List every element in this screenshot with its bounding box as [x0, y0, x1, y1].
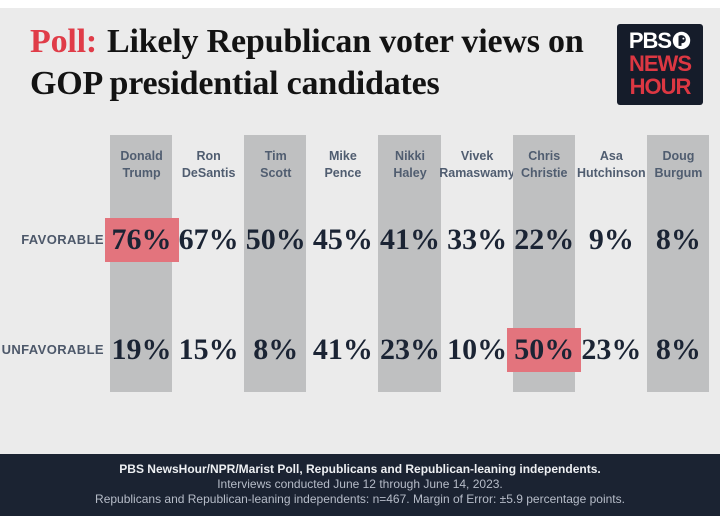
candidate-column: Mike Pence 45% 41%: [309, 135, 376, 392]
candidate-name: Chris Christie: [499, 148, 590, 182]
favorable-percent: 8%: [655, 223, 701, 256]
favorable-value: 33%: [436, 218, 519, 262]
candidate-column: Nikki Haley 41% 23%: [376, 135, 443, 392]
column-shade: [646, 135, 709, 392]
footer-line-3: Republicans and Republican-leaning indep…: [95, 492, 625, 506]
candidate-last-name: Pence: [324, 166, 362, 180]
page-title: Poll: Likely Republican voter views on GO…: [30, 21, 605, 105]
unfavorable-percent: 10%: [447, 333, 508, 366]
logo-pbs-text: PBS: [628, 28, 672, 53]
favorable-value: 9%: [570, 218, 653, 262]
logo-row-pbs: PBS: [617, 29, 703, 52]
candidate-name: Ron DeSantis: [163, 148, 254, 182]
unfavorable-value: 23%: [368, 328, 451, 372]
candidate-last-name: Ramaswamy: [439, 166, 515, 180]
pbs-newshour-logo: PBS NEWS HOUR: [617, 24, 703, 105]
unfavorable-percent: 19%: [111, 333, 172, 366]
favorable-percent: 41%: [379, 223, 440, 256]
unfavorable-percent: 50%: [507, 328, 582, 372]
candidate-first-name: Doug: [662, 149, 695, 163]
source-footer: PBS NewsHour/NPR/Marist Poll, Republican…: [0, 454, 720, 516]
candidate-name: Nikki Haley: [364, 148, 455, 182]
pbs-head-icon: [672, 31, 691, 50]
unfavorable-value: 41%: [301, 328, 384, 372]
favorable-value: 8%: [637, 218, 720, 262]
unfavorable-percent: 8%: [253, 333, 299, 366]
candidate-name: Donald Trump: [96, 148, 187, 182]
unfavorable-value: 8%: [234, 328, 317, 372]
top-border-strip: [0, 0, 720, 8]
candidate-last-name: Christie: [520, 166, 568, 180]
title-text: Likely Republican voter views on GOP pre…: [30, 23, 584, 102]
unfavorable-percent: 41%: [312, 333, 373, 366]
unfavorable-percent: 15%: [178, 333, 239, 366]
favorable-percent: 76%: [104, 218, 179, 262]
title-prefix: Poll:: [30, 23, 97, 60]
candidate-column: Asa Hutchinson 9% 23%: [577, 135, 646, 392]
candidate-first-name: Ron: [196, 149, 221, 163]
favorable-percent: 33%: [447, 223, 508, 256]
candidate-column: Doug Burgum 8% 8%: [645, 135, 712, 392]
candidate-first-name: Asa: [599, 149, 623, 163]
column-shade: [378, 135, 441, 392]
favorable-percent: 67%: [178, 223, 239, 256]
unfavorable-value: 8%: [637, 328, 720, 372]
candidate-last-name: Scott: [260, 166, 292, 180]
candidate-column: Vivek Ramaswamy 33% 10%: [439, 135, 515, 392]
footer-line-1: PBS NewsHour/NPR/Marist Poll, Republican…: [119, 462, 601, 476]
candidate-first-name: Nikki: [395, 149, 425, 163]
candidate-first-name: Chris: [528, 149, 561, 163]
candidate-last-name: Burgum: [654, 166, 703, 180]
candidate-name: Asa Hutchinson: [566, 148, 657, 182]
favorable-percent: 45%: [312, 223, 373, 256]
favorable-percent: 50%: [245, 223, 306, 256]
candidate-columns: Donald Trump 76% 19% Ron DeSantis 67% 15% Tim Sco…: [104, 135, 712, 392]
unfavorable-value: 23%: [570, 328, 653, 372]
favorable-value: 22%: [503, 218, 586, 262]
logo-news-text: NEWS: [629, 51, 692, 76]
candidate-name: Vivek Ramaswamy: [432, 148, 523, 182]
candidate-name: Doug Burgum: [633, 148, 720, 182]
footer-line-2: Interviews conducted June 12 through Jun…: [217, 477, 503, 491]
unfavorable-percent: 8%: [655, 333, 701, 366]
candidate-last-name: Trump: [122, 166, 161, 180]
candidate-column: Ron DeSantis 67% 15%: [175, 135, 242, 392]
unfavorable-value: 19%: [100, 328, 183, 372]
favorable-value: 41%: [368, 218, 451, 262]
unfavorable-value: 15%: [167, 328, 250, 372]
favorable-value: 76%: [100, 218, 183, 262]
row-label-favorable: FAVORABLE: [21, 232, 104, 247]
unfavorable-percent: 23%: [581, 333, 642, 366]
favorable-value: 50%: [234, 218, 317, 262]
candidate-first-name: Tim: [264, 149, 287, 163]
candidate-last-name: DeSantis: [181, 166, 236, 180]
candidate-first-name: Mike: [328, 149, 357, 163]
favorable-value: 67%: [167, 218, 250, 262]
column-shade: [110, 135, 173, 392]
favorable-value: 45%: [301, 218, 384, 262]
candidate-name: Tim Scott: [230, 148, 321, 182]
candidate-column: Tim Scott 50% 8%: [242, 135, 309, 392]
logo-hour-text: HOUR: [629, 74, 692, 99]
favorable-percent: 9%: [588, 223, 634, 256]
candidate-column: Donald Trump 76% 19%: [104, 135, 179, 392]
unfavorable-value: 10%: [436, 328, 519, 372]
column-shade: [244, 135, 307, 392]
candidate-last-name: Haley: [393, 166, 427, 180]
row-label-unfavorable: UNFAVORABLE: [1, 342, 104, 357]
unfavorable-percent: 23%: [379, 333, 440, 366]
candidate-name: Mike Pence: [297, 148, 388, 182]
candidate-first-name: Donald: [120, 149, 163, 163]
candidate-last-name: Hutchinson: [576, 166, 646, 180]
favorable-percent: 22%: [514, 223, 575, 256]
unfavorable-value: 50%: [503, 328, 586, 372]
candidate-first-name: Vivek: [460, 149, 494, 163]
candidate-column: Chris Christie 22% 50%: [507, 135, 582, 392]
